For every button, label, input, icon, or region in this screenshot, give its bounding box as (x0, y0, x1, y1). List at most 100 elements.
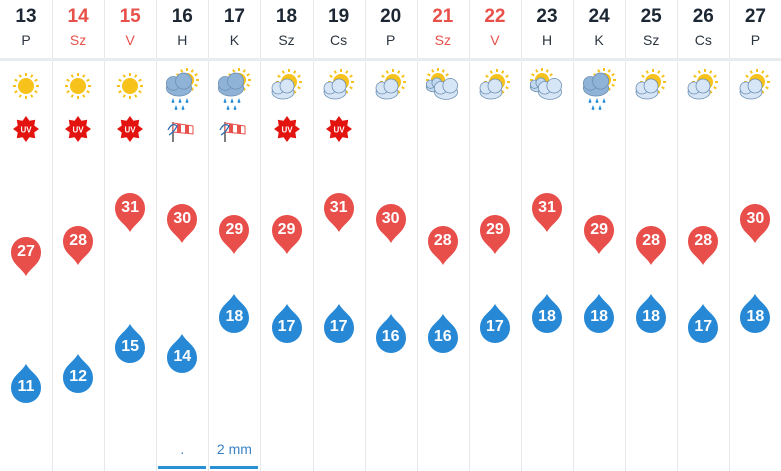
day-of-week: P (21, 32, 31, 48)
min-temp-value: 17 (694, 318, 713, 335)
min-temp-value: 11 (17, 378, 35, 395)
day-column[interactable]: 15 V UV 31 15 (104, 0, 158, 471)
day-date: 23 (536, 6, 558, 27)
day-column[interactable]: 27 P 30 18 (729, 0, 781, 471)
header-divider (0, 58, 781, 61)
day-of-week: Sz (69, 32, 87, 48)
max-temp-value: 28 (433, 232, 452, 249)
max-temp-value: 29 (590, 221, 608, 238)
min-temp-value: 18 (225, 308, 244, 325)
day-column[interactable]: 25 Sz 28 18 (625, 0, 679, 471)
sun-cloud-rain-icon (573, 68, 625, 112)
wind-icon (208, 116, 260, 144)
day-date: 14 (67, 6, 89, 27)
day-of-week: H (177, 32, 188, 48)
max-temp-pin: 28 (685, 223, 721, 265)
day-date: 24 (588, 6, 610, 27)
sun-icon (0, 68, 52, 112)
day-column[interactable]: 23 H 31 18 (521, 0, 574, 471)
min-temp-drop: 18 (529, 294, 565, 336)
precipitation-bar (158, 466, 207, 469)
day-date: 26 (692, 6, 714, 27)
day-of-week: H (541, 32, 553, 48)
min-temp-drop: 14 (164, 334, 200, 376)
min-temp-value: 17 (329, 318, 348, 335)
min-temp-drop: 17 (269, 304, 305, 346)
min-temp-value: 18 (590, 308, 608, 325)
day-of-week: Cs (694, 32, 712, 48)
sun-icon (52, 68, 104, 112)
max-temp-value: 27 (17, 243, 35, 260)
day-column[interactable]: 18 Sz UV 29 17 (261, 0, 314, 471)
min-temp-value: 17 (485, 318, 504, 335)
max-temp-value: 28 (694, 232, 713, 249)
day-column[interactable]: 14 Sz UV 28 12 (52, 0, 106, 471)
max-temp-pin: 29 (477, 212, 513, 254)
day-date: 21 (432, 6, 454, 27)
partly-cloudy-icon (365, 68, 417, 112)
sun-icon (104, 68, 156, 112)
max-temp-pin: 30 (164, 201, 200, 243)
min-temp-value: 17 (277, 318, 296, 335)
min-temp-value: 12 (69, 368, 87, 385)
partly-cloudy-icon (313, 68, 365, 112)
day-date: 13 (15, 6, 37, 27)
precipitation-amount: 2 mm (216, 441, 252, 457)
max-temp-pin: 29 (216, 212, 252, 254)
uv-icon: UV (0, 116, 52, 144)
day-of-week: K (229, 32, 240, 48)
min-temp-drop: 18 (737, 294, 773, 336)
partly-cloudy-icon (469, 68, 521, 112)
mostly-cloudy-icon (521, 68, 573, 112)
max-temp-pin: 28 (60, 223, 96, 265)
min-temp-drop: 11 (8, 364, 44, 406)
day-column[interactable]: 17 K 29 18 2 mm (208, 0, 262, 471)
min-temp-drop: 18 (581, 294, 617, 336)
max-temp-value: 31 (538, 199, 556, 216)
max-temp-value: 29 (485, 221, 504, 238)
min-temp-drop: 18 (633, 294, 669, 336)
svg-text:UV: UV (20, 126, 32, 135)
day-date: 18 (275, 6, 298, 27)
day-date: 22 (484, 6, 506, 27)
max-temp-pin: 30 (737, 201, 773, 243)
max-temp-pin: 30 (373, 201, 409, 243)
day-date: 17 (223, 6, 245, 27)
wind-icon (156, 116, 208, 144)
max-temp-pin: 29 (269, 212, 305, 254)
svg-text:UV: UV (281, 126, 293, 135)
day-column[interactable]: 22 V 29 17 (469, 0, 522, 471)
day-date: 25 (640, 6, 662, 27)
day-column[interactable]: 19 Cs UV 31 17 (313, 0, 366, 471)
max-temp-value: 28 (69, 232, 87, 249)
min-temp-value: 15 (121, 338, 140, 355)
mostly-cloudy-icon (417, 68, 469, 112)
day-column[interactable]: 13 P UV 27 11 (0, 0, 53, 471)
day-column[interactable]: 21 Sz 28 16 (417, 0, 470, 471)
max-temp-value: 30 (381, 210, 400, 227)
day-date: 15 (119, 6, 141, 27)
day-of-week: P (750, 32, 761, 48)
min-temp-drop: 16 (373, 314, 409, 356)
day-date: 20 (380, 6, 402, 27)
svg-text:UV: UV (333, 126, 345, 135)
day-column[interactable]: 24 K 29 18 (573, 0, 627, 471)
day-date: 16 (171, 6, 193, 27)
partly-cloudy-icon (261, 68, 313, 112)
partly-cloudy-icon (729, 68, 781, 112)
day-column[interactable]: 26 Cs 28 17 (677, 0, 731, 471)
min-temp-drop: 17 (477, 304, 513, 346)
min-temp-drop: 18 (216, 294, 252, 336)
max-temp-pin: 29 (581, 212, 617, 254)
min-temp-value: 18 (642, 308, 661, 325)
uv-icon: UV (52, 116, 104, 144)
day-of-week: Sz (643, 32, 660, 48)
day-date: 27 (744, 6, 766, 27)
max-temp-value: 31 (329, 199, 348, 216)
uv-icon: UV (313, 116, 365, 144)
uv-icon: UV (104, 116, 156, 144)
day-column[interactable]: 16 H 30 14. (156, 0, 210, 471)
svg-text:UV: UV (125, 126, 137, 135)
day-column[interactable]: 20 P 30 16 (365, 0, 418, 471)
min-temp-drop: 15 (112, 324, 148, 366)
